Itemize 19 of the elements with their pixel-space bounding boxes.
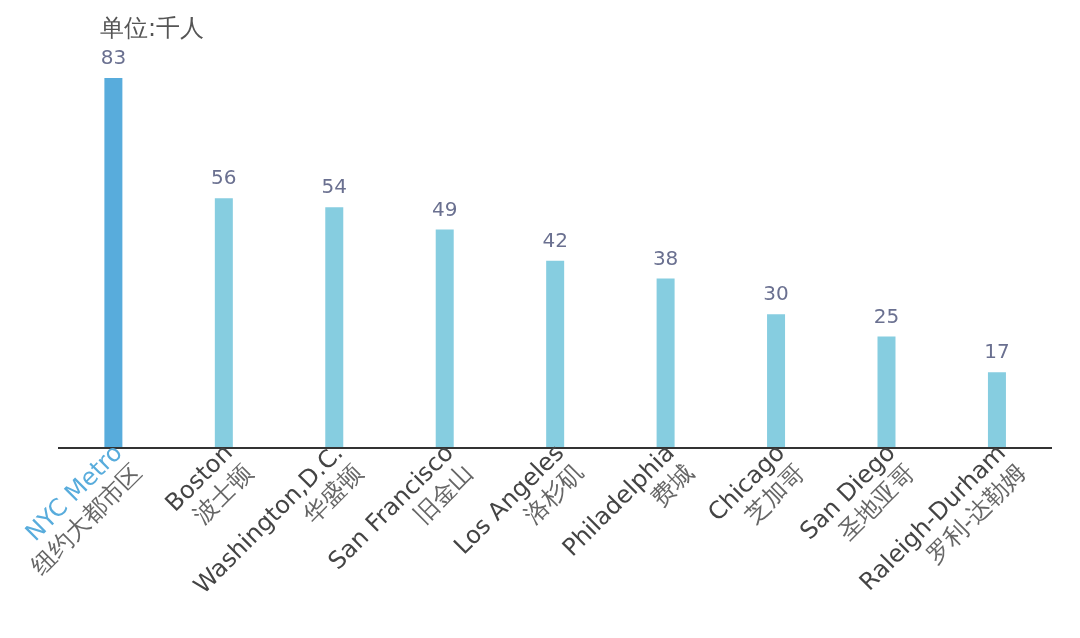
data-label: 38 xyxy=(652,245,679,270)
bar xyxy=(435,229,454,448)
data-label: 17 xyxy=(984,339,1010,364)
bar xyxy=(214,198,233,448)
bar xyxy=(656,278,675,448)
bar xyxy=(546,260,565,448)
chart-title: 单位:千人 xyxy=(100,13,205,44)
data-label: 49 xyxy=(431,196,458,221)
data-label: 83 xyxy=(100,45,127,69)
bar xyxy=(767,314,786,448)
bar xyxy=(877,336,896,448)
data-label: 56 xyxy=(211,165,237,190)
data-label: 25 xyxy=(873,303,900,328)
bar xyxy=(325,207,344,448)
data-label: 54 xyxy=(321,174,347,199)
data-label: 30 xyxy=(763,281,789,306)
data-label: 42 xyxy=(542,227,568,252)
bar xyxy=(987,372,1006,448)
bar xyxy=(104,78,123,448)
